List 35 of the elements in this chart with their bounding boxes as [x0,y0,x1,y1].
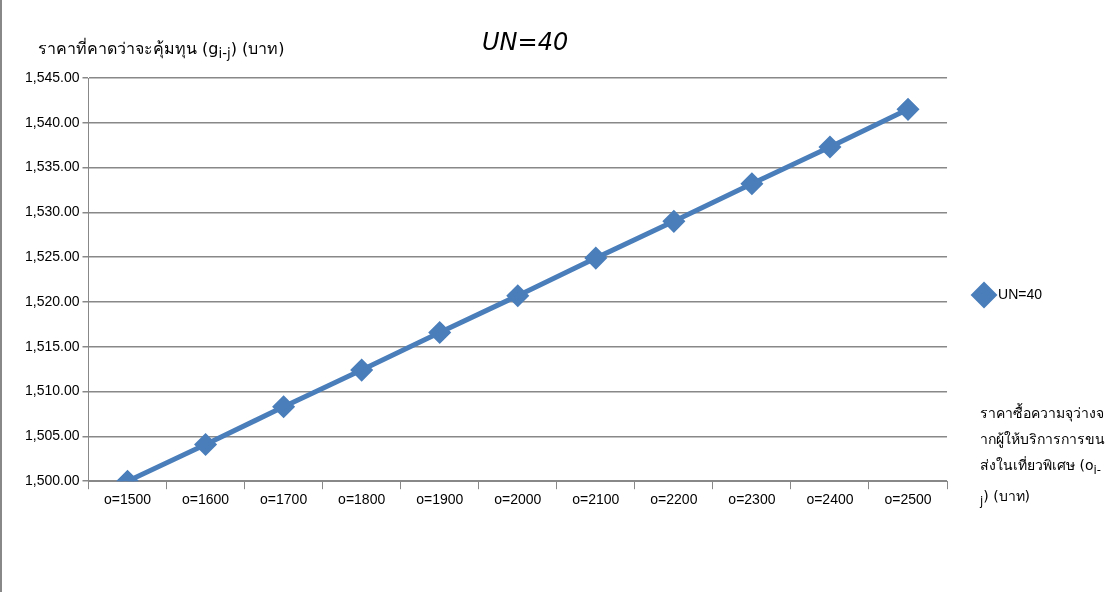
y-axis-title: ราคาที่คาดว่าจะคุ้มทุน (g$_{i-j}$) (บาท) [38,37,285,62]
x-tick-label: o=1700 [260,491,308,508]
y-tick-label: 1,530.00 [25,203,80,220]
point [273,396,295,418]
point [897,98,919,120]
x-tick-label: o=2200 [650,491,698,508]
y-tick-label: 1,545.00 [25,68,80,85]
y-tick-label: 1,525.00 [25,248,80,265]
x-tick-label: o=2400 [806,491,854,508]
y-tick-label: 1,510.00 [25,382,80,399]
text: ราคาซื้อความจุว่างจากผู้ให้บริการการขนส่งในเที่ยวพิเศษ (o$_{i-}$$_{j}$) (บาท) [980,405,1105,508]
y-tick-label: 1,535.00 [25,158,80,175]
y-tick-label: 1,505.00 [25,427,80,444]
y-tick-label: 1,500.00 [25,472,80,489]
x-tick-label: o=1800 [338,491,386,508]
point [195,433,217,455]
point [663,210,685,232]
y-tick-label: 1,520.00 [25,292,80,309]
x-tick-label: o=2100 [572,491,620,508]
point [819,136,841,158]
legend-label: UN=40 [998,285,1043,302]
point [741,173,763,195]
y-tick-label: 1,540.00 [25,113,80,130]
x-tick-label: o=1600 [182,491,230,508]
chart-title: UN=40 [482,28,569,56]
x-tick-label: o=2300 [728,491,776,508]
point [585,247,607,269]
x-tick-label: o=2000 [494,491,542,508]
y-tick-label: 1,515.00 [25,337,80,354]
x-tick-label: o=2500 [884,491,932,508]
point [507,285,529,307]
x-tick-label: o=1900 [416,491,464,508]
x-tick-label: o=1500 [103,491,152,508]
point [429,321,451,343]
point [351,359,373,381]
